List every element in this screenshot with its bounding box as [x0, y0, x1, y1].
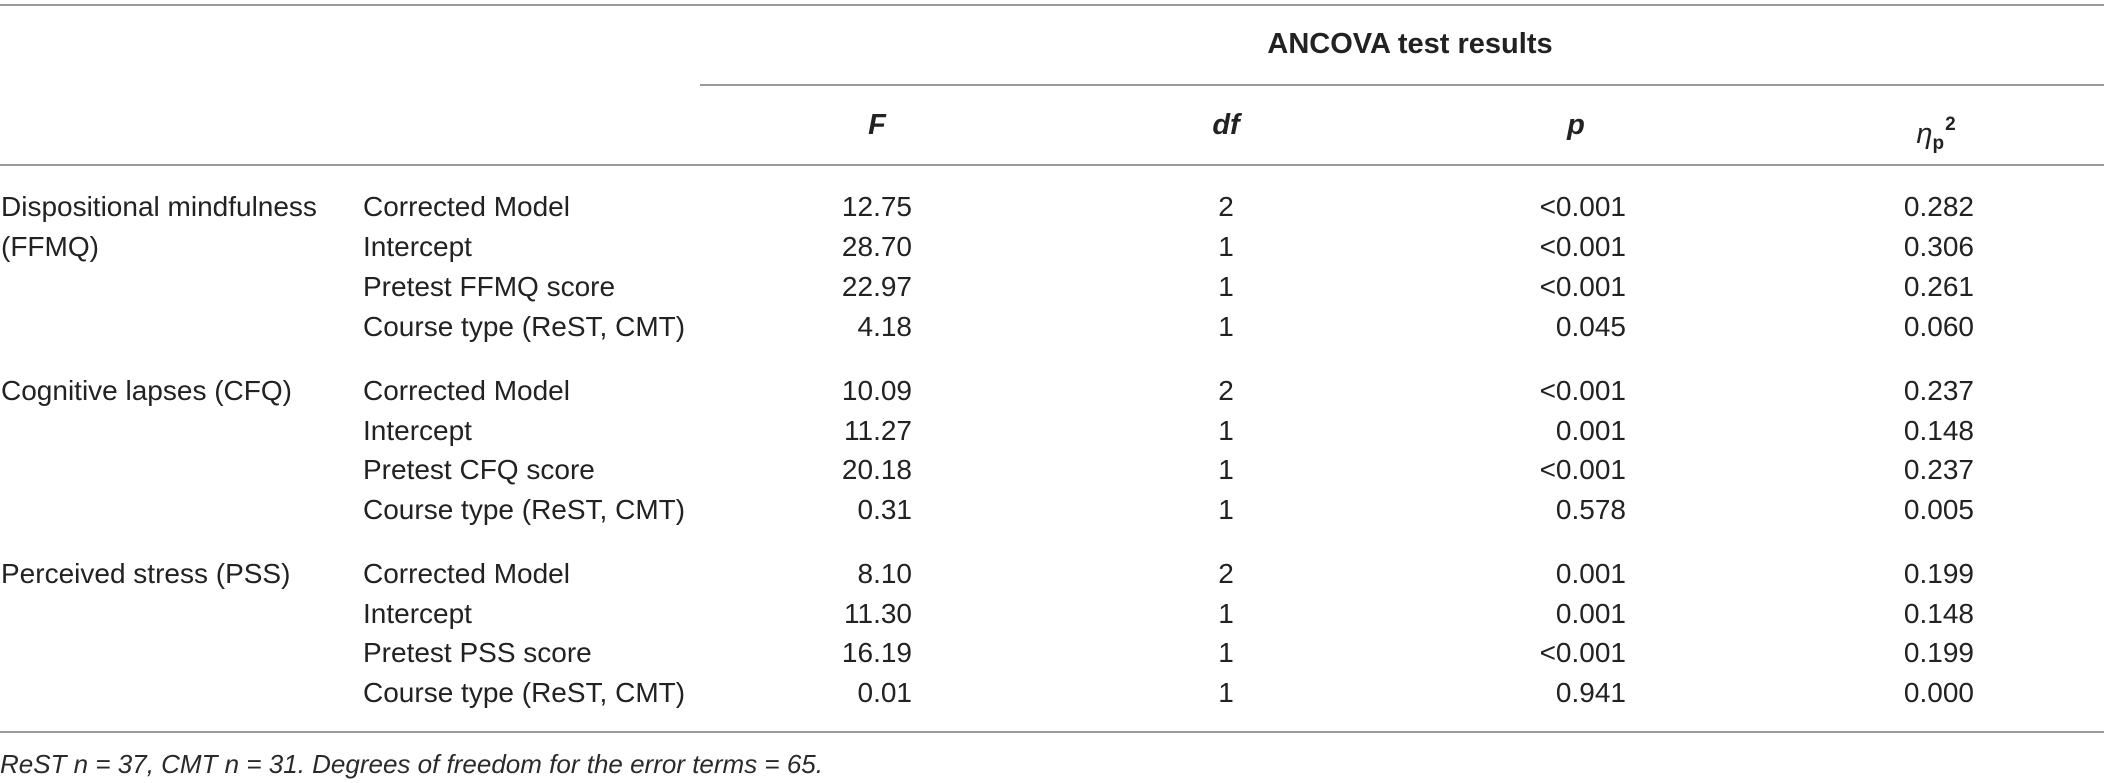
cell-df: 1: [1218, 415, 1234, 446]
cell-f: 12.75: [841, 191, 912, 222]
column-header-p: p: [1567, 109, 1585, 141]
cell-eta: 0.282: [1903, 191, 1974, 222]
cell-eta: 0.199: [1903, 558, 1974, 589]
cell-df: 1: [1218, 637, 1234, 668]
column-header-eta: ηp2: [1836, 107, 2036, 162]
table-bottom-rule: [0, 731, 2104, 733]
cell-df: 1: [1218, 494, 1234, 525]
cell-f: 0.01: [857, 677, 913, 708]
cell-df: 1: [1218, 454, 1234, 485]
cell-eta: 0.306: [1903, 231, 1974, 262]
cell-eta: 0.148: [1903, 598, 1974, 629]
cell-df: 2: [1218, 375, 1234, 406]
cell-f: 4.18: [857, 311, 913, 342]
cell-df: 1: [1218, 271, 1234, 302]
row-term: Pretest FFMQ score: [363, 271, 616, 302]
row-term: Course type (ReST, CMT): [363, 311, 686, 342]
cell-f: 16.19: [841, 637, 912, 668]
table-top-rule: [0, 4, 2104, 6]
row-group-label: (FFMQ): [1, 231, 99, 262]
row-group-label: Cognitive lapses (CFQ): [1, 375, 292, 406]
row-term: Corrected Model: [363, 558, 570, 589]
cell-p: 0.001: [1555, 558, 1626, 589]
cell-f: 20.18: [841, 454, 912, 485]
group-header-rule: [700, 84, 2104, 86]
cell-df: 2: [1218, 558, 1234, 589]
cell-f: 28.70: [841, 231, 912, 262]
eta-superscript: 2: [1945, 114, 1956, 135]
eta-symbol: η: [1916, 118, 1933, 150]
cell-p: <0.001: [1539, 271, 1626, 302]
cell-p: 0.001: [1555, 598, 1626, 629]
cell-p: 0.941: [1555, 677, 1626, 708]
cell-eta: 0.261: [1903, 271, 1974, 302]
group-header: ANCOVA test results: [1267, 28, 1553, 60]
cell-p: 0.001: [1555, 415, 1626, 446]
eta-subscript: p: [1932, 133, 1945, 154]
row-group-label: Dispositional mindfulness: [1, 191, 317, 222]
cell-eta: 0.237: [1903, 454, 1974, 485]
row-term: Corrected Model: [363, 191, 570, 222]
row-term: Pretest CFQ score: [363, 454, 595, 485]
cell-p: <0.001: [1539, 454, 1626, 485]
row-term: Intercept: [363, 415, 472, 446]
row-term: Pretest PSS score: [363, 637, 592, 668]
cell-df: 1: [1218, 231, 1234, 262]
cell-f: 10.09: [841, 375, 912, 406]
cell-f: 8.10: [857, 558, 913, 589]
row-term: Intercept: [363, 598, 472, 629]
cell-eta: 0.237: [1903, 375, 1974, 406]
cell-df: 1: [1218, 311, 1234, 342]
cell-p: 0.045: [1555, 311, 1626, 342]
cell-df: 1: [1218, 677, 1234, 708]
cell-f: 11.30: [844, 598, 912, 629]
header-bottom-rule: [0, 164, 2104, 166]
cell-eta: 0.000: [1903, 677, 1974, 708]
cell-df: 2: [1218, 191, 1234, 222]
cell-eta: 0.199: [1903, 637, 1974, 668]
column-header-f: F: [868, 109, 886, 141]
cell-eta: 0.148: [1903, 415, 1974, 446]
cell-eta: 0.005: [1903, 494, 1974, 525]
table-footnote: ReST n = 37, CMT n = 31. Degrees of free…: [0, 749, 823, 779]
cell-df: 1: [1218, 598, 1234, 629]
column-header-df: df: [1212, 109, 1240, 141]
cell-p: <0.001: [1539, 375, 1626, 406]
row-term: Corrected Model: [363, 375, 570, 406]
row-term: Course type (ReST, CMT): [363, 677, 686, 708]
cell-p: <0.001: [1539, 231, 1626, 262]
cell-eta: 0.060: [1903, 311, 1974, 342]
row-term: Intercept: [363, 231, 472, 262]
cell-f: 11.27: [844, 415, 912, 446]
cell-f: 0.31: [857, 494, 913, 525]
row-term: Course type (ReST, CMT): [363, 494, 686, 525]
cell-p: 0.578: [1555, 494, 1626, 525]
cell-p: <0.001: [1539, 191, 1626, 222]
cell-p: <0.001: [1539, 637, 1626, 668]
row-group-label: Perceived stress (PSS): [1, 558, 291, 589]
cell-f: 22.97: [841, 271, 912, 302]
